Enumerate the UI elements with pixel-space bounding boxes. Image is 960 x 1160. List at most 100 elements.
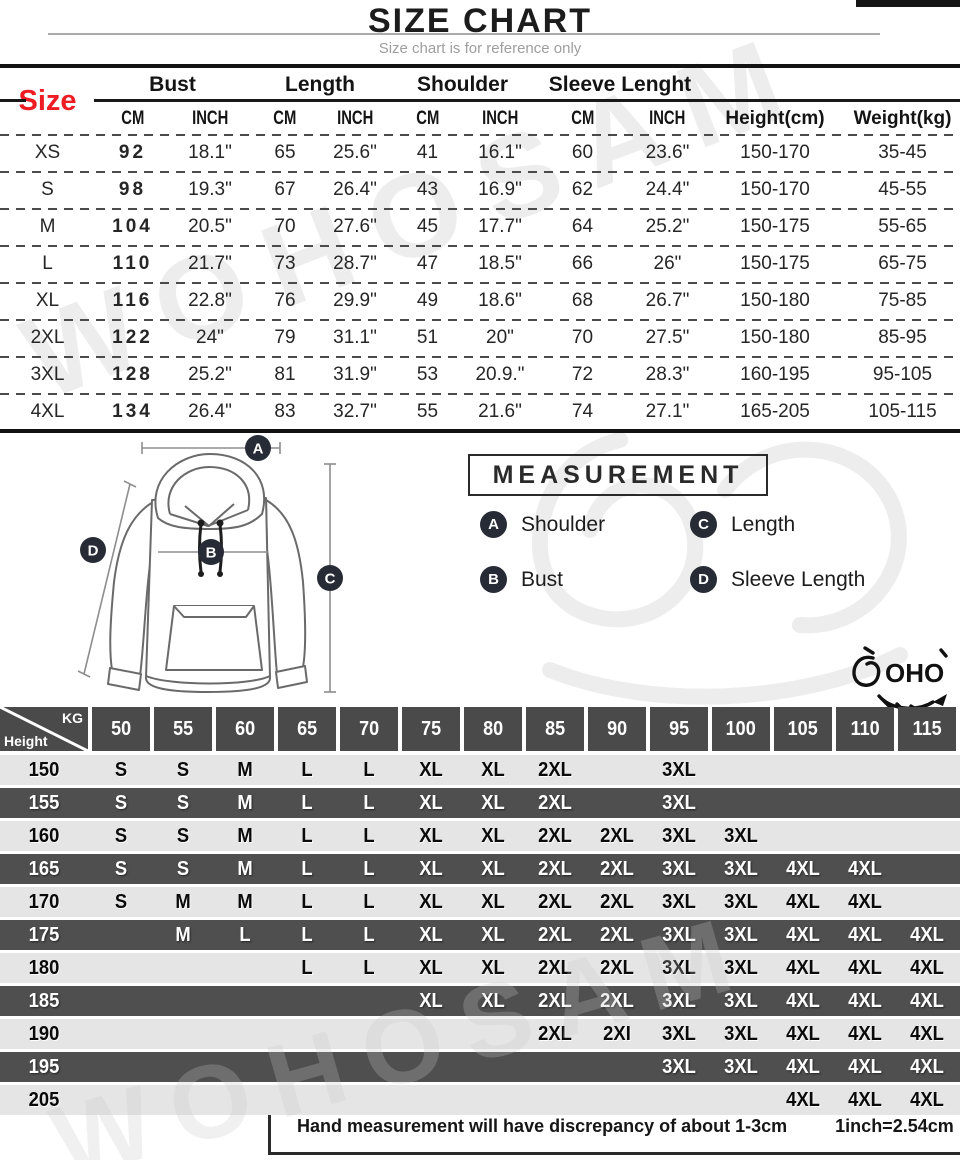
height-label-cell: 175 [28,923,60,946]
size-column-header: Size [18,84,77,117]
weight-range-cell: 65-75 [878,252,927,274]
bust-cm-cell: 134 [112,400,153,422]
size-header-line-right [94,99,960,102]
matrix-row: 185 XL XL 2XL 2XL 3XL 3XL 4XL 4XL 4XL [0,986,960,1016]
shoulder-inch-cell: 16.9" [478,178,522,200]
matrix-cell: XL [419,890,443,913]
length-cm-cell: 70 [274,215,296,237]
height-range-cell: 150-180 [740,289,810,311]
shoulder-cm-cell: 41 [416,141,439,163]
sleeve-inch-cell: 23.6" [645,141,690,163]
matrix-cell: L [363,758,375,781]
shoulder-inch-cell: 21.6" [478,400,522,422]
b-badge-icon: B [480,566,507,593]
height-label-cell: 155 [28,791,60,814]
matrix-cell: S [114,857,128,880]
length-cm-cell: 65 [274,141,296,163]
size-cell: XS [34,141,61,163]
matrix-cell: M [175,890,191,913]
matrix-cell: 3XL [724,1022,758,1045]
weight-range-cell: 105-115 [868,400,937,422]
size-cell: 2XL [30,326,65,348]
matrix-row: 205 4XL 4XL 4XL [0,1085,960,1115]
height-label-cell: 190 [28,1022,60,1045]
matrix-cell: M [175,923,191,946]
size-table-row: XL 116 22.8" 76 29.9" 49 18.6" 68 26.7" … [0,282,960,319]
matrix-cell: S [176,791,190,814]
matrix-cell: 2XL [538,956,572,979]
matrix-cell: 2XL [600,890,634,913]
bust-inch-cell: 22.8" [188,289,232,311]
spacer-cell [0,104,95,134]
shoulder-cm-cell: 49 [416,289,439,311]
matrix-cell: 3XL [662,1055,696,1078]
length-inch-cell: 31.1" [333,326,377,348]
group-header-sleeve-length: Sleeve Lenght [548,73,692,96]
matrix-cell: 2XL [600,956,634,979]
weight-header-cell: 60 [216,707,274,751]
corner-height-label: Height [4,733,48,749]
matrix-cell: L [363,923,375,946]
sleeve-inch-cell: 28.3" [645,363,690,385]
matrix-cell: M [237,857,253,880]
length-cm-cell: 83 [274,400,296,422]
bust-cm-cell: 116 [112,289,153,311]
watermark-script-doodle [531,432,908,705]
d-badge-icon: D [690,566,717,593]
marker-b: B [206,545,217,562]
table-bottom-border [0,429,960,433]
hoodie-measurement-diagram: A B C D [77,435,343,693]
sleeve-inch-cell: 27.5" [645,326,690,348]
weight-header-cell: 80 [464,707,522,751]
matrix-cell: 3XL [724,956,758,979]
shoulder-cm-cell: 47 [416,252,439,274]
height-range-cell: 150-180 [740,326,810,348]
matrix-cell: S [176,758,190,781]
measurement-discrepancy-note: Hand measurement will have discrepancy o… [297,1115,788,1136]
matrix-cell: 3XL [662,857,696,880]
matrix-cell: 4XL [910,1088,944,1111]
page-subtitle: Size chart is for reference only [378,40,582,57]
length-inch-cell: 25.6" [333,141,377,163]
group-header-bust: Bust [149,73,196,96]
matrix-cell: XL [481,890,505,913]
size-table-body: XS 92 18.1" 65 25.6" 41 16.1" 60 23.6" 1… [0,134,960,430]
length-cm-cell: 76 [274,289,296,311]
matrix-cell: 4XL [786,989,820,1012]
matrix-header-row: KG Height 50 55 60 65 70 75 80 85 90 95 100 105 110 1… [0,707,956,751]
legend-sleeve-length: D Sleeve Length [690,566,865,593]
bust-inch-cell: 24" [196,326,224,348]
matrix-cell: XL [419,857,443,880]
matrix-cell: L [301,890,313,913]
matrix-row: 180 L L XL XL 2XL 2XL 3XL 3XL 4XL 4XL 4X… [0,953,960,983]
matrix-cell: 4XL [786,923,820,946]
sleeve-inch-cell: 26.7" [645,289,690,311]
length-inch-cell: 27.6" [333,215,377,237]
matrix-cell: 4XL [910,923,944,946]
height-label-cell: 180 [28,956,60,979]
matrix-cell: 2XL [600,923,634,946]
matrix-cell: 3XL [724,890,758,913]
a-badge-icon: A [480,511,507,538]
brand-logo-doodle: OHO [852,646,948,712]
weight-range-cell: 45-55 [878,178,927,200]
matrix-cell: 2XI [603,1022,631,1045]
size-table-row: M 104 20.5" 70 27.6" 45 17.7" 64 25.2" 1… [0,208,960,245]
footer-note-box: Hand measurement will have discrepancy o… [268,1100,960,1155]
matrix-row: 155 S S M L L XL XL 2XL 3XL [0,788,960,818]
matrix-cell: 4XL [786,1022,820,1045]
bust-inch-cell: 18.1" [188,141,232,163]
unit-header-cell: CM [120,108,145,129]
length-inch-cell: 28.7" [333,252,377,274]
shoulder-inch-cell: 20.9." [475,363,525,385]
sleeve-cm-cell: 60 [571,141,594,163]
length-cm-cell: 81 [274,363,296,385]
unit-header-cell: INCH [481,108,519,129]
matrix-cell: 4XL [848,1088,882,1111]
unit-header-cell: INCH [336,108,374,129]
sleeve-cm-cell: 62 [571,178,594,200]
weight-range-cell: 85-95 [878,326,927,348]
matrix-cell: 3XL [662,956,696,979]
bust-inch-cell: 19.3" [188,178,232,200]
shoulder-inch-cell: 20" [486,326,514,348]
